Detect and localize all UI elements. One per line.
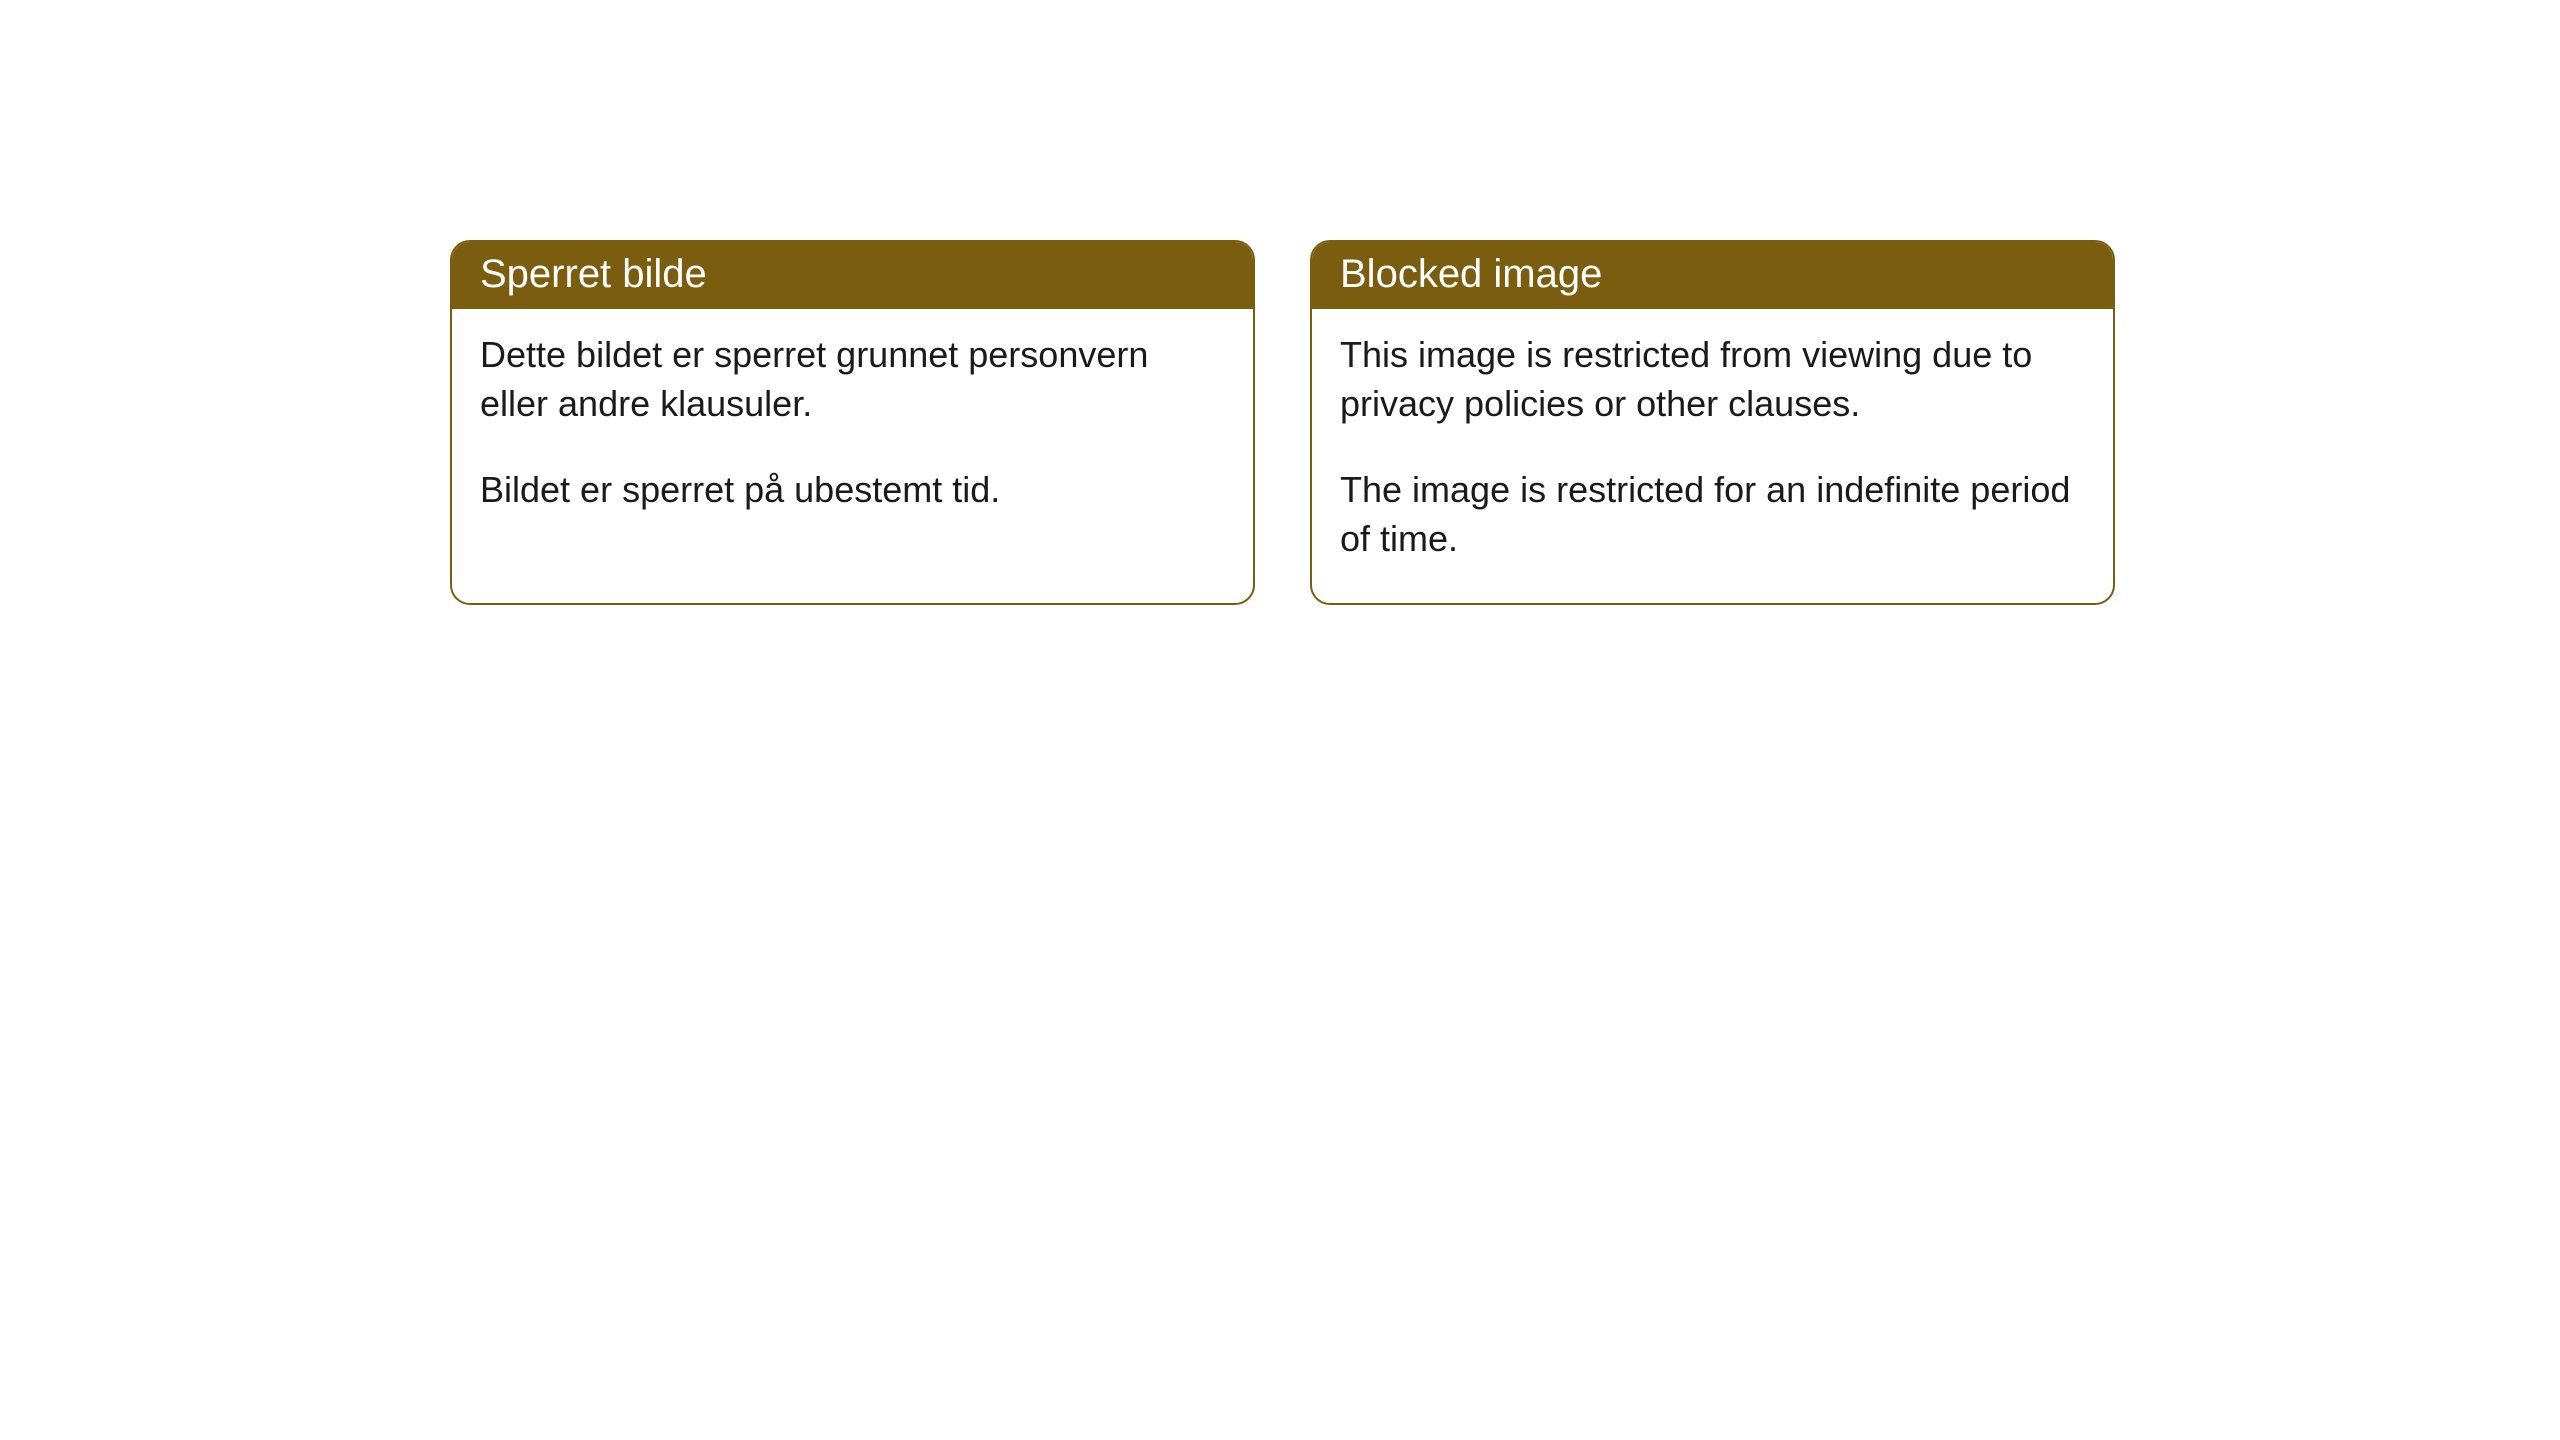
notice-card-norwegian: Sperret bilde Dette bildet er sperret gr… [450, 240, 1255, 605]
card-body: This image is restricted from viewing du… [1312, 309, 2113, 603]
card-header: Blocked image [1312, 242, 2113, 309]
card-body: Dette bildet er sperret grunnet personve… [452, 309, 1253, 555]
card-header: Sperret bilde [452, 242, 1253, 309]
card-paragraph: The image is restricted for an indefinit… [1340, 466, 2085, 563]
notice-container: Sperret bilde Dette bildet er sperret gr… [450, 240, 2115, 605]
card-paragraph: This image is restricted from viewing du… [1340, 331, 2085, 428]
card-paragraph: Bildet er sperret på ubestemt tid. [480, 466, 1225, 515]
notice-card-english: Blocked image This image is restricted f… [1310, 240, 2115, 605]
card-paragraph: Dette bildet er sperret grunnet personve… [480, 331, 1225, 428]
